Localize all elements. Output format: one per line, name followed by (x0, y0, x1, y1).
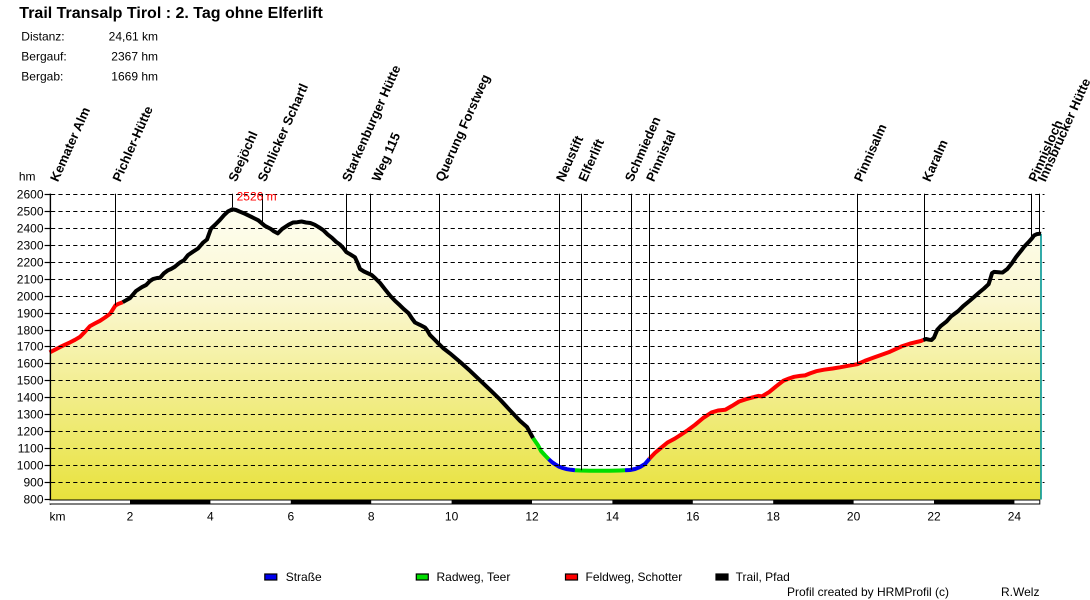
svg-text:hm: hm (19, 170, 36, 184)
svg-text:20: 20 (847, 510, 861, 524)
svg-text:R.Welz: R.Welz (1001, 585, 1039, 599)
svg-text:2300: 2300 (17, 239, 44, 253)
svg-text:1669 hm: 1669 hm (111, 69, 158, 83)
svg-text:Profil created by HRMProfil (c: Profil created by HRMProfil (c) (787, 585, 949, 599)
svg-text:Bergauf:: Bergauf: (21, 50, 66, 64)
svg-text:Radweg, Teer: Radweg, Teer (437, 570, 511, 584)
svg-text:1900: 1900 (17, 307, 44, 321)
svg-text:Bergab:: Bergab: (21, 69, 63, 83)
svg-text:2000: 2000 (17, 290, 44, 304)
svg-text:1200: 1200 (17, 425, 44, 439)
svg-text:1600: 1600 (17, 357, 44, 371)
svg-text:2200: 2200 (17, 256, 44, 270)
svg-text:2600: 2600 (17, 188, 44, 202)
svg-text:Trail, Pfad: Trail, Pfad (736, 570, 790, 584)
svg-text:6: 6 (287, 510, 294, 524)
svg-text:1300: 1300 (17, 408, 44, 422)
svg-text:km: km (50, 510, 66, 524)
svg-text:Trail Transalp Tirol : 2. Tag: Trail Transalp Tirol : 2. Tag ohne Elfer… (19, 5, 323, 22)
svg-text:2367 hm: 2367 hm (111, 50, 158, 64)
svg-text:1800: 1800 (17, 324, 44, 338)
svg-text:Feldweg, Schotter: Feldweg, Schotter (586, 570, 683, 584)
svg-text:24: 24 (1008, 510, 1022, 524)
svg-text:Distanz:: Distanz: (21, 30, 64, 44)
svg-text:2500: 2500 (17, 205, 44, 219)
svg-text:22: 22 (927, 510, 941, 524)
svg-text:12: 12 (525, 510, 539, 524)
svg-text:2: 2 (127, 510, 134, 524)
svg-text:2526 m: 2526 m (237, 190, 277, 204)
svg-text:2100: 2100 (17, 273, 44, 287)
svg-text:1100: 1100 (18, 442, 44, 456)
svg-text:14: 14 (606, 510, 620, 524)
svg-text:2400: 2400 (17, 222, 44, 236)
svg-text:1400: 1400 (17, 391, 44, 405)
svg-text:1000: 1000 (17, 459, 44, 473)
svg-text:800: 800 (23, 493, 43, 507)
svg-text:900: 900 (23, 476, 43, 490)
svg-text:1700: 1700 (17, 340, 44, 354)
svg-text:1500: 1500 (17, 374, 44, 388)
svg-text:10: 10 (445, 510, 459, 524)
svg-text:18: 18 (767, 510, 781, 524)
svg-text:4: 4 (207, 510, 214, 524)
svg-text:24,61 km: 24,61 km (109, 30, 158, 44)
svg-text:Straße: Straße (286, 570, 322, 584)
svg-text:16: 16 (686, 510, 700, 524)
svg-text:8: 8 (368, 510, 375, 524)
